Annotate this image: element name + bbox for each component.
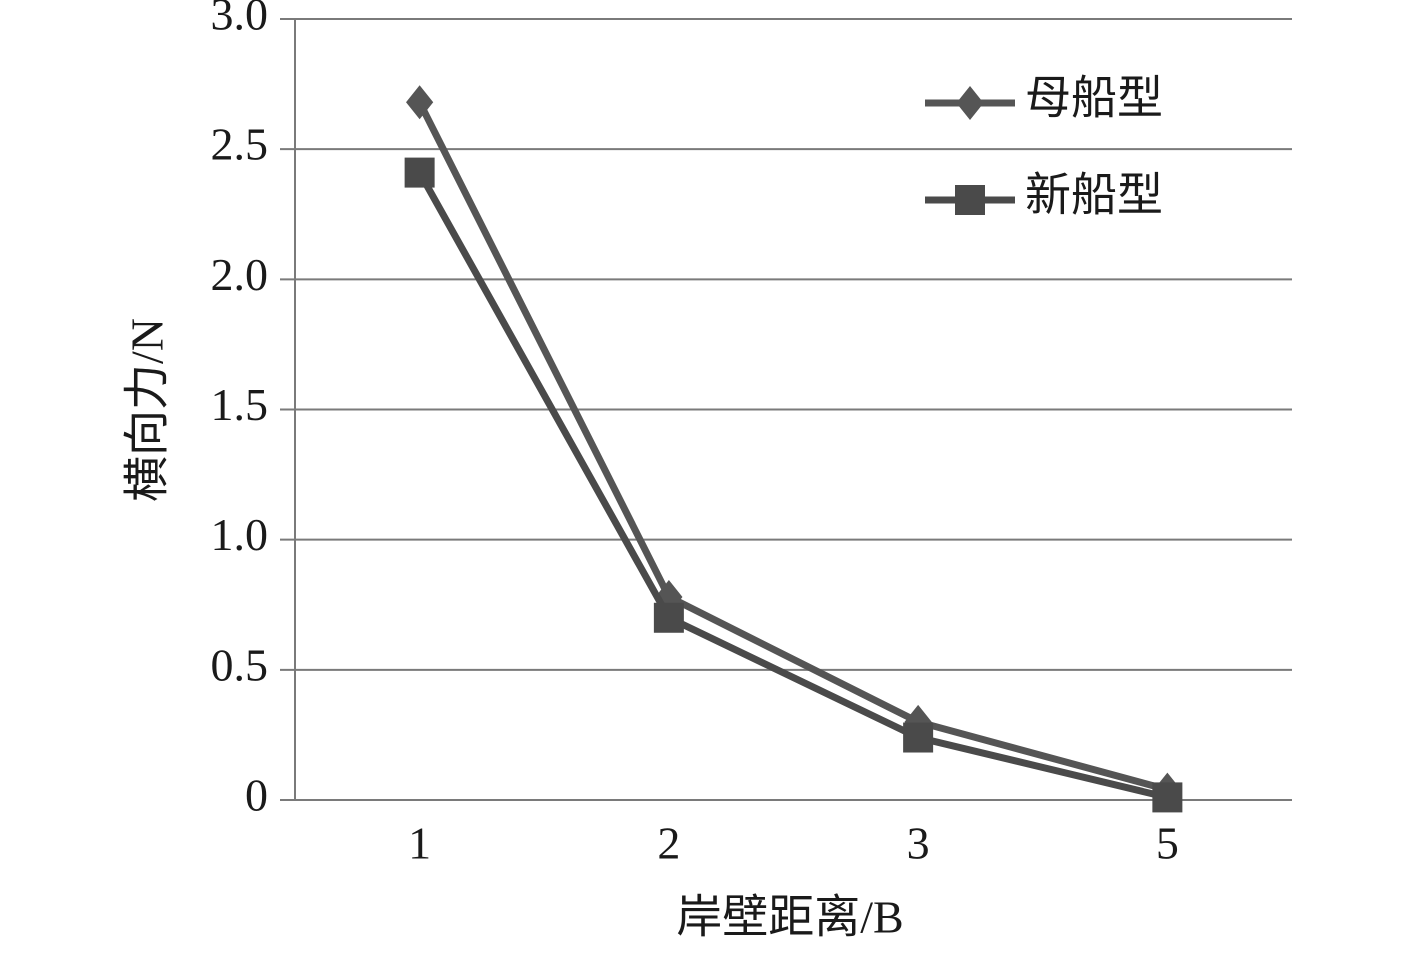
x-tick-label: 1 [408, 818, 431, 869]
data-point [1152, 782, 1183, 813]
data-point [903, 722, 934, 753]
legend-label: 新船型 [1025, 170, 1163, 221]
data-point [406, 85, 434, 120]
data-point [653, 602, 684, 633]
y-tick-label: 0 [245, 770, 268, 821]
legend-label: 母船型 [1025, 73, 1163, 124]
series-line [416, 100, 1169, 793]
y-tick-label: 1.5 [211, 379, 269, 430]
x-axis-label: 岸壁距离/B [676, 892, 903, 943]
y-tick-label: 1.0 [211, 509, 269, 560]
y-tick-label: 0.5 [211, 639, 269, 690]
x-tick-label: 5 [1156, 818, 1179, 869]
y-tick-label: 3.0 [211, 0, 269, 40]
y-tick-label: 2.0 [211, 249, 269, 300]
x-tick-label: 2 [657, 818, 680, 869]
x-tick-label: 3 [907, 818, 930, 869]
legend-marker [956, 86, 984, 120]
y-tick-label: 2.5 [211, 119, 269, 170]
series-line [416, 170, 1169, 801]
data-point [404, 157, 435, 188]
y-axis-label: 横向力/N [122, 318, 173, 502]
legend-marker [955, 185, 985, 215]
